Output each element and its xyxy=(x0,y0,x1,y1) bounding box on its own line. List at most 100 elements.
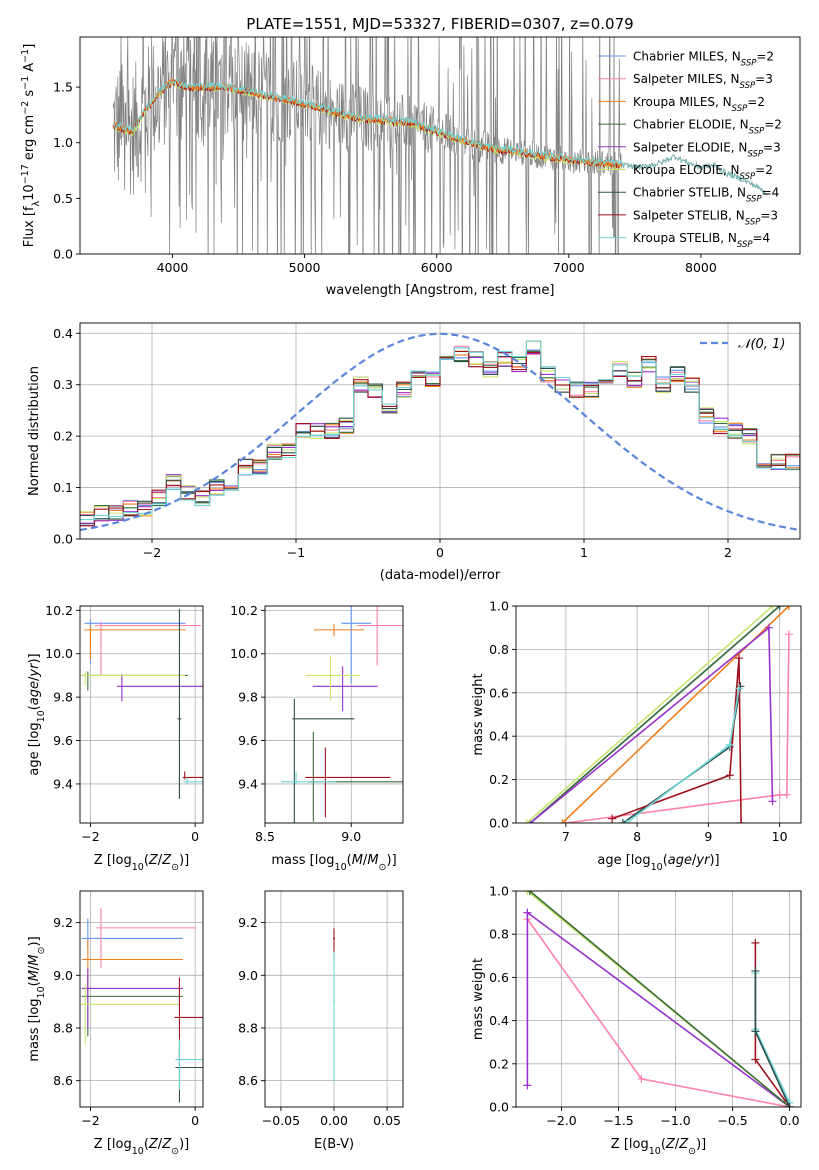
histogram-kroupa_stelib xyxy=(80,340,800,521)
x-tick-label: 10 xyxy=(772,829,788,844)
marker-kroupa_stelib xyxy=(735,684,744,693)
x-tick-label: −2 xyxy=(81,829,99,844)
y-tick-label: 10.0 xyxy=(230,646,258,661)
x-axis-label: mass [log10(M/M⊙)] xyxy=(271,853,396,873)
x-tick-label: 0.0 xyxy=(780,1113,800,1128)
x-axis-label: E(B-V) xyxy=(314,1137,354,1152)
y-tick-label: 1.0 xyxy=(53,135,73,150)
axes-frame xyxy=(515,605,802,824)
y-tick-label: 9.8 xyxy=(53,690,73,705)
y-tick-label: 0.5 xyxy=(53,191,73,206)
figure-title: PLATE=1551, MJD=53327, FIBERID=0307, z=0… xyxy=(246,15,633,33)
marker-salpeter_stelib xyxy=(725,771,734,780)
y-tick-label: 0.2 xyxy=(53,429,73,444)
x-tick-label: 8000 xyxy=(685,260,717,275)
y-tick-label: 0.4 xyxy=(489,1013,509,1028)
marker-salpeter_miles xyxy=(784,630,793,639)
marker-kroupa_miles xyxy=(558,819,567,823)
y-tick-label: 9.0 xyxy=(53,968,73,983)
marker-salpeter_elodie xyxy=(523,908,532,917)
marker-salpeter_elodie xyxy=(768,797,777,806)
marker-salpeter_miles xyxy=(782,790,791,799)
model-spectrum-kroupa_stelib xyxy=(112,78,622,166)
marker-kroupa_elodie xyxy=(768,606,777,610)
histogram-kroupa_elodie xyxy=(80,340,800,516)
y-tick-label: 8.6 xyxy=(238,1073,258,1088)
marker-salpeter_stelib xyxy=(608,814,617,823)
x-tick-label: 6000 xyxy=(421,260,453,275)
x-tick-label: 9 xyxy=(704,829,712,844)
marker-chabrier_stelib xyxy=(751,966,760,975)
marker-kroupa_stelib xyxy=(622,819,631,823)
series-chabrier_elodie xyxy=(529,891,791,1107)
marker-kroupa_stelib xyxy=(725,740,734,749)
plot-area xyxy=(80,323,800,539)
marker-salpeter_stelib xyxy=(751,1055,760,1064)
y-tick-label: 9.2 xyxy=(238,915,258,930)
marker-chabrier_stelib xyxy=(785,1103,794,1107)
x-tick-label: −0.05 xyxy=(262,1113,300,1128)
legend-normal: 𝒩(0, 1) xyxy=(700,337,785,352)
y-tick-label: 0.0 xyxy=(53,532,73,547)
y-tick-label: 0.8 xyxy=(489,927,509,942)
x-tick-label: 0 xyxy=(436,545,444,560)
marker-chabrier_elodie xyxy=(775,606,784,610)
y-tick-label: 0.2 xyxy=(489,772,509,787)
x-tick-label: 7 xyxy=(562,829,570,844)
legend-label: Salpeter STELIB, NSSP=3 xyxy=(633,208,778,227)
x-tick-label: −1 xyxy=(287,545,305,560)
panel-age-vs-mass: 8.5 9.0 9.4 9.6 9.8 10.0 10.2 mass [log10(M/M⊙)… xyxy=(230,603,404,873)
y-tick-label: 0.0 xyxy=(489,1100,509,1115)
y-tick-label: 9.4 xyxy=(53,776,73,791)
x-tick-label: −2 xyxy=(81,1113,99,1128)
y-axis-label: mass weight xyxy=(471,673,486,755)
panel-mass-weight-vs-z: −2.0 −1.5 −1.0 −0.5 0.0 0.0 0.2 0.4 0.6 0.8 1.0 Z [… xyxy=(471,884,802,1157)
legend-label: Salpeter ELODIE, NSSP=3 xyxy=(633,140,781,159)
y-tick-label: 10.2 xyxy=(45,603,73,618)
y-tick-label: 9.6 xyxy=(238,733,258,748)
histogram-chabrier_stelib xyxy=(80,351,800,520)
y-tick-label: 0.3 xyxy=(53,377,73,392)
panel-mass-vs-ebv: −0.05 0.00 0.05 8.6 8.8 9.0 9.2 E(B-V) xyxy=(238,890,404,1152)
normal-curve xyxy=(80,332,800,532)
y-tick-label: 0.4 xyxy=(53,326,73,341)
y-tick-label: 0.0 xyxy=(53,247,73,262)
x-tick-label: 7000 xyxy=(553,260,585,275)
marker-salpeter_miles xyxy=(637,1074,646,1083)
model-extension xyxy=(621,154,768,196)
x-tick-label: −2.0 xyxy=(546,1113,576,1128)
x-tick-label: 0.00 xyxy=(320,1113,348,1128)
axes-frame xyxy=(79,36,801,255)
y-tick-label: 8.6 xyxy=(53,1073,73,1088)
legend-label: 𝒩(0, 1) xyxy=(738,337,785,352)
y-tick-label: 8.8 xyxy=(53,1020,73,1035)
x-tick-label: 2 xyxy=(724,545,732,560)
series-salpeter_elodie xyxy=(526,911,791,1107)
marker-kroupa_elodie xyxy=(523,891,532,895)
y-tick-label: 0.4 xyxy=(489,729,509,744)
y-tick-label: 1.0 xyxy=(489,599,509,614)
x-tick-label: 8.5 xyxy=(255,829,275,844)
x-tick-label: 0.05 xyxy=(373,1113,401,1128)
y-tick-label: 0.1 xyxy=(53,480,73,495)
y-tick-label: 0.0 xyxy=(489,816,509,831)
x-axis-label: Z [log10(Z/Z⊙)] xyxy=(611,1137,706,1157)
x-axis-label: wavelength [Angstrom, rest frame] xyxy=(326,283,555,298)
x-tick-label: −0.5 xyxy=(717,1113,747,1128)
legend-label: Salpeter MILES, NSSP=3 xyxy=(633,72,773,91)
observed-spectrum xyxy=(112,37,622,254)
legend-label: Chabrier ELODIE, NSSP=2 xyxy=(633,118,782,137)
series-kroupa_elodie xyxy=(526,606,774,823)
y-axis-label: age [log10(age/yr)] xyxy=(27,653,47,775)
plot-area xyxy=(516,606,801,823)
panel-residual-distribution: −2 −1 0 1 2 0.0 0.1 0.2 0.3 0.4 (data-model)/error… xyxy=(27,322,801,583)
marker-salpeter_miles xyxy=(775,790,784,799)
marker-chabrier_stelib xyxy=(618,819,627,823)
y-tick-label: 1.0 xyxy=(489,884,509,899)
y-axis-label: mass weight xyxy=(471,958,486,1040)
y-tick-label: 1.5 xyxy=(53,80,73,95)
marker-kroupa_miles xyxy=(784,606,793,610)
panel-mass-vs-z: −2 0 8.6 8.8 9.0 9.2 Z [log10(Z/Z⊙)] mass [log1… xyxy=(27,890,204,1157)
histogram-kroupa_miles xyxy=(80,340,800,522)
legend-label: Kroupa MILES, NSSP=2 xyxy=(633,95,765,114)
